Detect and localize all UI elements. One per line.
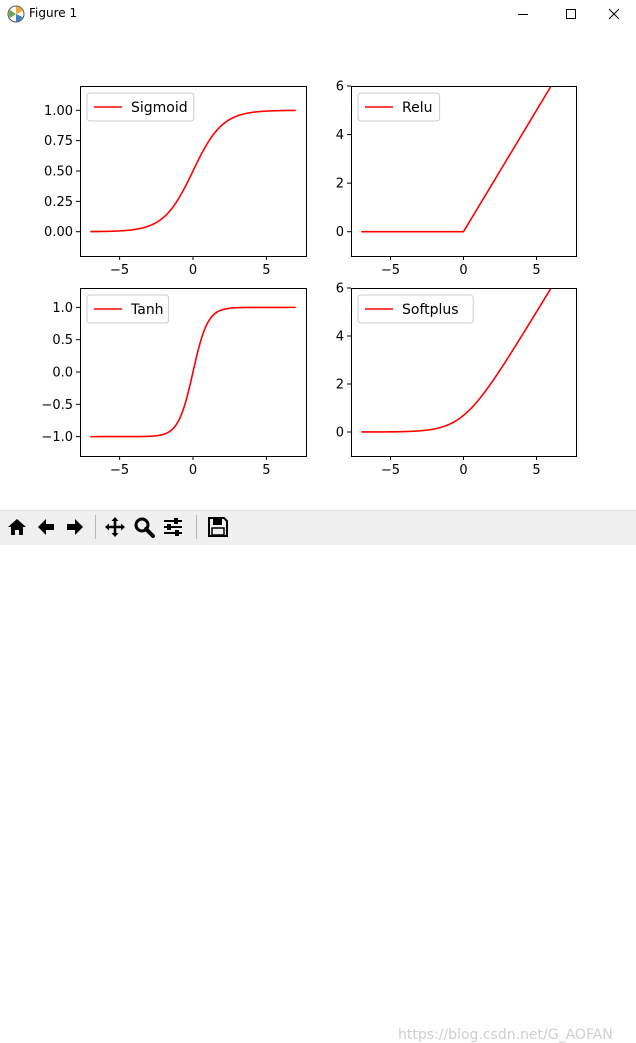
x-tick-label: 0	[459, 263, 467, 278]
x-tick-label: 5	[532, 463, 540, 478]
x-tick-label: 0	[189, 263, 197, 278]
legend: Softplus	[357, 294, 474, 324]
legend-label: Sigmoid	[131, 100, 188, 116]
y-tick-label: 6	[336, 282, 344, 297]
x-tick-label: 0	[189, 463, 197, 478]
legend-label: Softplus	[402, 302, 459, 318]
configure-subplots-button[interactable]	[160, 514, 186, 540]
back-button[interactable]	[33, 514, 59, 540]
window-title: Figure 1	[29, 6, 78, 20]
x-tick-label: 5	[262, 463, 270, 478]
x-tick-label: 5	[532, 263, 540, 278]
legend-box	[357, 92, 441, 122]
legend: Tanh	[86, 294, 170, 324]
save-icon	[208, 517, 228, 537]
minimize-icon	[518, 14, 528, 15]
forward-arrow-icon	[67, 519, 83, 535]
legend-label: Tanh	[130, 302, 164, 318]
window-titlebar: Figure 1	[0, 0, 636, 30]
series-line-sigmoid	[90, 109, 296, 233]
subplot-tanh: −5 0 5 −1.0 −0.5 0.0 0.5 1.0 Tanh	[41, 288, 307, 478]
y-tick-label: 0	[336, 225, 344, 240]
x-tick-label: 5	[262, 263, 270, 278]
y-tick-label: 0	[336, 426, 344, 441]
y-tick-label: 0.5	[52, 333, 73, 348]
x-tick-label: −5	[110, 463, 129, 478]
toolbar-separator	[196, 515, 197, 539]
minimize-button[interactable]	[500, 0, 546, 28]
y-tick-label: 6	[336, 80, 344, 95]
x-tick-label: −5	[381, 463, 400, 478]
forward-button[interactable]	[62, 514, 88, 540]
navigation-toolbar: https://blog.csdn.net/G_AOFAN	[0, 510, 636, 1043]
maximize-icon	[566, 9, 576, 19]
y-tick-label: 1.0	[52, 301, 73, 316]
y-tick-label: −0.5	[41, 398, 73, 413]
y-tick-label: 1.00	[44, 104, 73, 119]
series-line-tanh	[90, 306, 296, 438]
y-tick-label: 0.50	[44, 165, 73, 180]
back-arrow-icon	[38, 519, 54, 535]
legend-box	[86, 294, 170, 324]
legend-label: Relu	[402, 100, 432, 116]
legend-box	[357, 294, 474, 324]
x-tick-label: −5	[110, 263, 129, 278]
subplot-relu: −5 0 5 0 2 4 6 Relu	[336, 80, 577, 278]
y-tick-label: 2	[336, 177, 344, 192]
toolbar-separator	[95, 515, 96, 539]
y-tick-label: 0.75	[44, 134, 73, 149]
subplots-svg: −5 0 50.000.250.500.751.00 Sigmoid−5 0 50246R…	[41, 80, 577, 478]
y-tick-label: 0.00	[44, 225, 73, 240]
series-line-relu	[361, 86, 553, 233]
save-button[interactable]	[205, 514, 231, 540]
y-tick-label: 4	[336, 330, 344, 345]
figure-canvas[interactable]: −5 0 5 0.00 0.25 0.50 0.75 1.00 Sigmoid −5 0 5 0 2 4 6 R…	[0, 30, 636, 510]
y-tick-label: 4	[336, 128, 344, 143]
subplot-sigmoid: −5 0 5 0.00 0.25 0.50 0.75 1.00 Sigmoid	[44, 86, 307, 278]
matplotlib-app-icon	[7, 5, 25, 23]
home-icon	[8, 519, 26, 535]
y-tick-label: −1.0	[41, 430, 73, 445]
x-tick-label: −5	[381, 263, 400, 278]
maximize-button[interactable]	[548, 0, 594, 28]
configure-subplots-icon	[164, 518, 182, 536]
zoom-icon	[134, 517, 155, 538]
pan-icon	[105, 517, 125, 537]
legend: Relu	[357, 92, 441, 122]
close-icon	[608, 8, 620, 20]
pan-button[interactable]	[102, 514, 128, 540]
y-tick-label: 0.0	[52, 366, 73, 381]
y-tick-label: 2	[336, 378, 344, 393]
home-button[interactable]	[4, 514, 30, 540]
watermark-text: https://blog.csdn.net/G_AOFAN	[398, 1027, 613, 1043]
legend-box	[86, 92, 195, 122]
close-button[interactable]	[591, 0, 636, 28]
subplot-softplus: −5 0 5 0 2 4 6 Softplus	[336, 282, 577, 478]
x-tick-label: 0	[459, 463, 467, 478]
zoom-button[interactable]	[131, 514, 157, 540]
legend: Sigmoid	[86, 92, 195, 122]
series-line-softplus	[361, 288, 553, 433]
y-tick-label: 0.25	[44, 195, 73, 210]
